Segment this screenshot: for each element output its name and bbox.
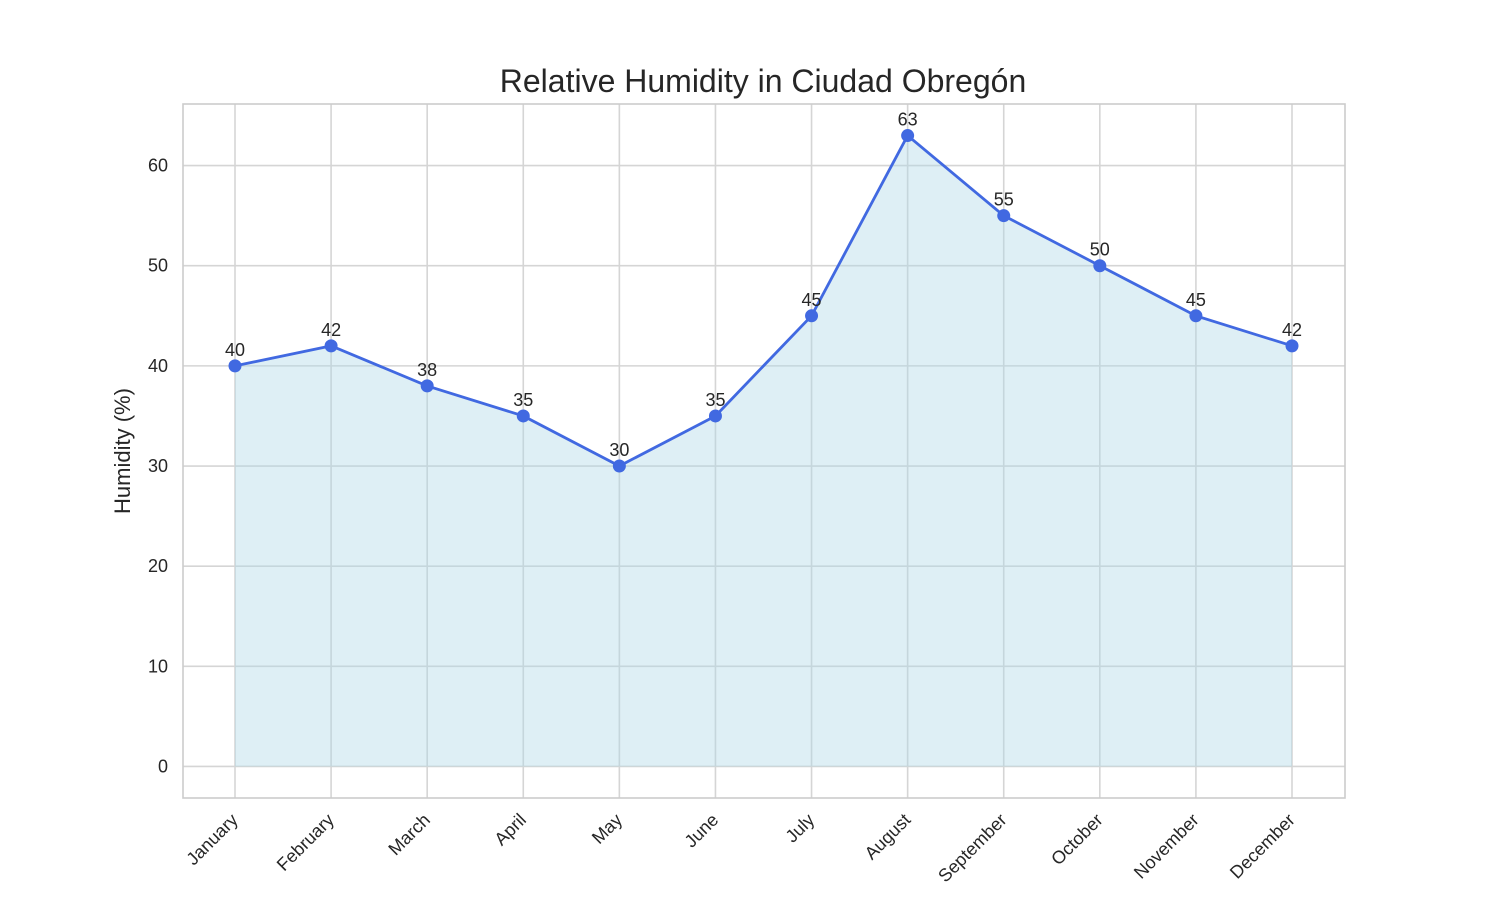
data-point [997, 209, 1011, 223]
y-axis-label: Humidity (%) [110, 388, 135, 514]
x-tick-label: March [385, 810, 435, 860]
data-point [708, 409, 722, 423]
x-tick-label: January [182, 810, 241, 869]
y-tick-label: 60 [148, 156, 168, 176]
data-point [228, 359, 242, 373]
series-line [234, 133, 1293, 468]
data-label: 63 [898, 110, 918, 130]
data-label: 30 [609, 440, 629, 460]
y-tick-label: 20 [148, 556, 168, 576]
x-axis-ticks: January February March April May June July Augu… [182, 810, 1298, 886]
data-label: 42 [1282, 320, 1302, 340]
y-tick-label: 10 [148, 656, 168, 676]
data-label: 45 [1186, 290, 1206, 310]
data-label: 35 [705, 390, 725, 410]
x-tick-label: November [1130, 810, 1203, 883]
data-points [228, 129, 1299, 473]
x-tick-label: August [861, 810, 915, 864]
data-point [612, 459, 626, 473]
data-point [805, 309, 819, 323]
x-tick-label: July [782, 810, 819, 847]
x-tick-label: December [1226, 810, 1299, 883]
x-tick-label: May [588, 810, 626, 848]
data-label: 50 [1090, 240, 1110, 260]
data-labels: 40 42 38 35 30 35 45 63 55 50 45 42 [225, 110, 1302, 460]
data-point [1093, 259, 1107, 273]
data-point [516, 409, 530, 423]
data-point [1285, 339, 1299, 353]
y-tick-label: 40 [148, 356, 168, 376]
area-fill [235, 135, 1292, 767]
x-tick-label: October [1047, 810, 1106, 869]
y-axis-ticks: 0 10 20 30 40 50 60 [148, 156, 168, 777]
data-label: 35 [513, 390, 533, 410]
data-label: 55 [994, 190, 1014, 210]
y-tick-label: 0 [158, 756, 168, 776]
x-tick-label: June [681, 810, 723, 852]
data-point [420, 379, 434, 393]
x-tick-label: February [273, 810, 338, 875]
plot-frame [182, 103, 1346, 799]
y-tick-label: 30 [148, 456, 168, 476]
data-point [1189, 309, 1203, 323]
data-point [901, 129, 915, 143]
data-label: 45 [802, 290, 822, 310]
data-point [324, 339, 338, 353]
y-tick-label: 50 [148, 256, 168, 276]
x-tick-label: September [934, 810, 1010, 886]
chart-title: Relative Humidity in Ciudad Obregón [500, 63, 1026, 99]
data-label: 38 [417, 360, 437, 380]
data-label: 40 [225, 340, 245, 360]
data-label: 42 [321, 320, 341, 340]
x-tick-label: April [490, 810, 530, 850]
